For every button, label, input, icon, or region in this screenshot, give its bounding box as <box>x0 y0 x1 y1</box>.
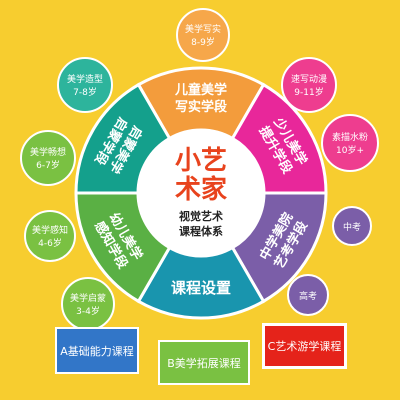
age-bubble-awareness-line-1: 美学畅想 <box>30 146 66 158</box>
segment-course-setup-label-1: 课程设置 <box>171 279 231 297</box>
age-bubble-realistic-line-2: 8-9岁 <box>191 36 215 48</box>
age-bubble-perception-line-2: 4-6岁 <box>38 237 62 249</box>
age-bubble-enlightenment-line-1: 美学启蒙 <box>70 292 106 304</box>
age-bubble-quick-sketch-anime <box>281 57 337 113</box>
course-box-b: B美学拓展课程 <box>158 340 250 385</box>
age-bubble-perception <box>24 210 76 262</box>
course-box-a-label: A基础能力课程 <box>60 344 134 358</box>
age-bubble-perception-line-1: 美学感知 <box>32 224 68 236</box>
age-bubble-modeling-line-2: 7-8岁 <box>73 86 97 98</box>
age-bubble-gaokao <box>287 274 329 316</box>
age-bubble-zhongkao <box>332 206 372 246</box>
center-title-line1: 小艺 <box>175 146 227 176</box>
segment-children-aesthetics-label-1: 儿童美学 <box>174 82 227 98</box>
center-disc <box>138 130 264 256</box>
age-bubble-realistic-line-1: 美学写实 <box>185 23 221 35</box>
age-bubble-zhongkao-line-1: 中考 <box>343 221 361 233</box>
age-bubble-awareness <box>20 130 76 186</box>
age-bubble-quick-sketch-anime-line-2: 9-11岁 <box>294 86 323 98</box>
age-bubble-awareness-line-2: 6-7岁 <box>36 159 60 171</box>
age-bubble-quick-sketch-anime-line-1: 速写动漫 <box>291 73 327 85</box>
course-box-c: C艺术游学课程 <box>262 323 347 369</box>
age-bubble-modeling-line-1: 美学造型 <box>67 73 103 85</box>
age-bubble-sketch-watercolor-line-2: 10岁+ <box>336 144 364 156</box>
course-box-c-label: C艺术游学课程 <box>267 340 342 353</box>
center-subtitle-line1: 视觉艺术 <box>179 209 223 223</box>
center-subtitle-line2: 课程体系 <box>179 224 223 238</box>
course-box-a: A基础能力课程 <box>55 327 139 374</box>
course-box-b-label: B美学拓展课程 <box>167 356 241 370</box>
age-bubble-modeling <box>57 57 113 113</box>
age-bubble-sketch-watercolor <box>321 114 379 172</box>
age-bubble-sketch-watercolor-line-1: 素描水粉 <box>332 131 368 143</box>
center-title-line2: 术家 <box>175 174 227 205</box>
age-bubble-gaokao-line-1: 高考 <box>299 290 317 302</box>
segment-children-aesthetics-label-2: 写实学段 <box>175 99 227 115</box>
age-bubble-realistic <box>176 8 230 62</box>
age-bubble-enlightenment-line-2: 3-4岁 <box>76 305 100 317</box>
age-bubble-enlightenment <box>61 277 115 331</box>
